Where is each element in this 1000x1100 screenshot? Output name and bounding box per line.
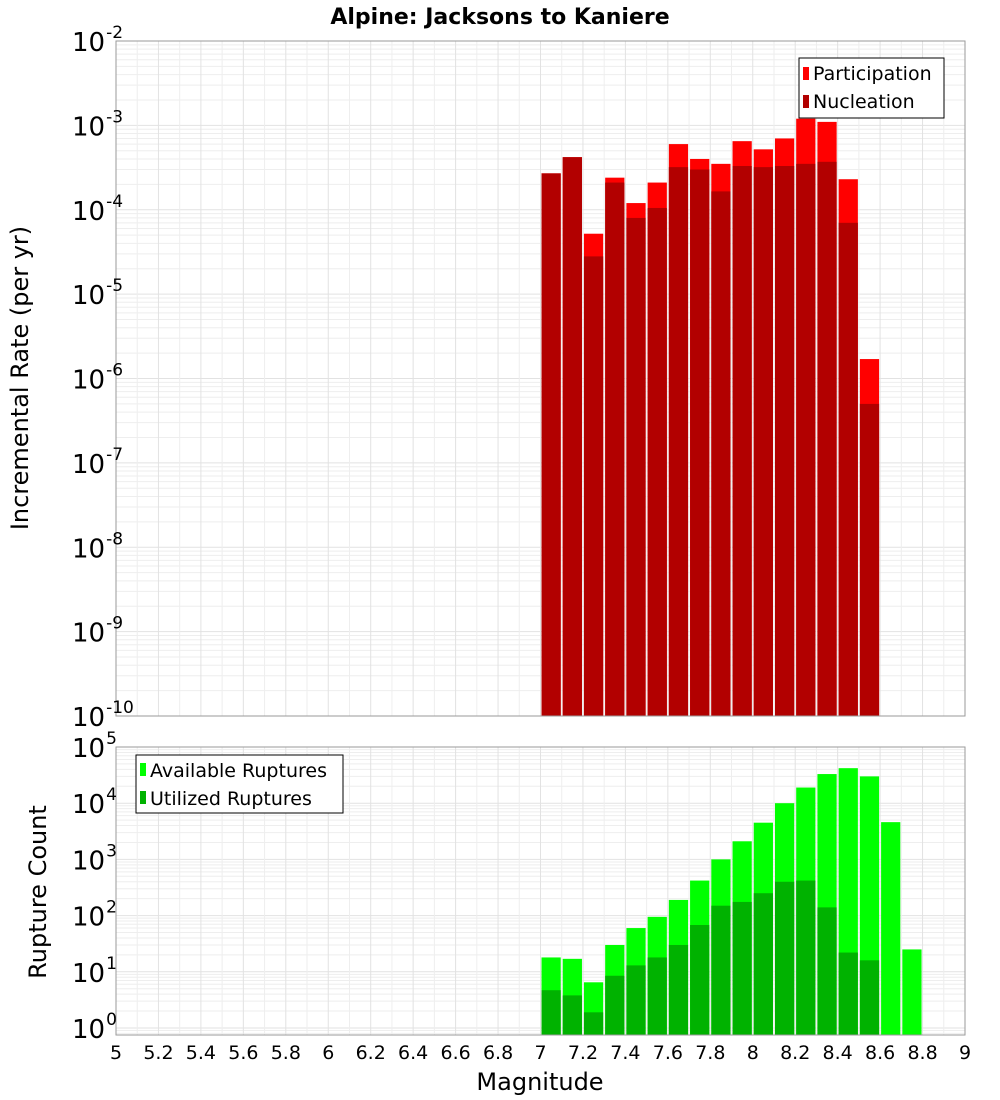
y-tick-label: 102	[72, 898, 117, 933]
utilized-ruptures-bar	[668, 944, 689, 1035]
utilized-ruptures-bar	[774, 881, 795, 1035]
utilized-ruptures-bar	[838, 952, 858, 1035]
utilized-ruptures-bar	[859, 960, 880, 1035]
magnitude-x-tick-labels: 5 5.2 5.4 5.6 5.8 6 6.2 6.4 6.6 6.8 7 7.2 7.4 7.6 7.8 8…	[110, 1042, 971, 1064]
y-tick-label: 103	[72, 841, 117, 876]
nucleation-bar	[562, 157, 582, 717]
nucleation-bar	[732, 166, 752, 717]
incremental-rate-y-tick-labels: 10-10 10-9 10-8 10-7 10-6 10-5 10-4 10-3 10-2	[72, 23, 134, 733]
incremental-rate-panel: 10-10 10-9 10-8 10-7 10-6 10-5 10-4 10-3 10-2 In…	[6, 23, 966, 733]
utilized-ruptures-bar	[647, 957, 667, 1035]
y-tick-label: 105	[72, 729, 117, 764]
nucleation-bar	[817, 161, 837, 716]
participation-legend-swatch	[803, 67, 809, 80]
nucleation-bar	[541, 173, 561, 716]
utilized-ruptures-bar	[796, 880, 816, 1035]
nucleation-legend-swatch	[803, 95, 809, 108]
x-tick-label: 6.6	[440, 1042, 470, 1064]
x-tick-label: 7	[534, 1042, 546, 1064]
rupture-count-legend-box	[135, 754, 344, 814]
x-tick-label: 6	[322, 1042, 334, 1064]
x-tick-label: 6.2	[356, 1042, 386, 1064]
x-tick-label: 5.4	[186, 1042, 216, 1064]
y-tick-label: 10-10	[72, 698, 134, 733]
x-tick-label: 5.2	[143, 1042, 173, 1064]
nucleation-bar	[583, 256, 604, 716]
incremental-rate-gridlines	[115, 40, 966, 717]
nucleation-bar	[668, 167, 689, 716]
y-tick-label: 10-2	[72, 23, 123, 58]
nucleation-bar	[690, 169, 710, 716]
nucleation-bar	[796, 163, 816, 717]
y-tick-label: 10-5	[72, 276, 123, 311]
utilized-ruptures-legend-label: Utilized Ruptures	[150, 788, 312, 810]
nucleation-bar	[753, 167, 773, 716]
participation-legend-label: Participation	[813, 63, 932, 85]
incremental-rate-legend-box	[798, 57, 945, 119]
y-tick-label: 104	[72, 785, 117, 820]
utilized-ruptures-bar	[732, 901, 752, 1035]
nucleation-bar	[647, 207, 667, 716]
nucleation-bar	[774, 166, 795, 717]
nucleation-bar	[859, 403, 880, 716]
x-tick-label: 5.8	[271, 1042, 301, 1064]
utilized-ruptures-bar	[711, 905, 731, 1035]
available-ruptures-legend-swatch	[140, 763, 146, 776]
nucleation-bar	[605, 182, 625, 716]
x-tick-label: 8.2	[780, 1042, 810, 1064]
utilized-ruptures-legend-swatch	[140, 791, 146, 804]
x-tick-label: 8.8	[907, 1042, 937, 1064]
nucleation-bar	[711, 191, 731, 717]
utilized-ruptures-bar	[817, 907, 837, 1035]
x-tick-label: 7.8	[695, 1042, 725, 1064]
x-tick-label: 7.2	[568, 1042, 598, 1064]
x-tick-label: 8.6	[865, 1042, 895, 1064]
rupture-count-panel: 100 101 102 103 104 105 5 5.2 5.4 5.6 5.8 6 6.2 6.4 6…	[24, 729, 971, 1096]
y-tick-label: 10-3	[72, 107, 123, 142]
y-tick-label: 10-7	[72, 445, 123, 480]
nucleation-bar	[838, 222, 858, 716]
nucleation-legend-label: Nucleation	[813, 91, 915, 113]
utilized-ruptures-bar	[605, 975, 625, 1035]
rupture-count-plot-frame	[115, 746, 966, 1036]
y-tick-label: 10-6	[72, 361, 123, 396]
rupture-count-legend: Available Ruptures Utilized Ruptures	[135, 754, 344, 814]
incremental-rate-y-axis-label: Incremental Rate (per yr)	[6, 226, 34, 530]
x-tick-label: 5.6	[228, 1042, 258, 1064]
incremental-rate-legend: Participation Nucleation	[798, 57, 945, 119]
x-tick-label: 9	[959, 1042, 971, 1064]
y-tick-label: 10-4	[72, 192, 123, 227]
x-tick-label: 6.8	[483, 1042, 513, 1064]
chart-title: Alpine: Jacksons to Kaniere	[330, 5, 669, 30]
y-tick-label: 10-9	[72, 614, 123, 649]
x-tick-label: 7.4	[610, 1042, 640, 1064]
nucleation-bars	[541, 157, 880, 717]
rupture-count-y-tick-labels: 100 101 102 103 104 105	[72, 729, 117, 1045]
magnitude-x-axis-label: Magnitude	[476, 1068, 603, 1096]
utilized-ruptures-bar	[541, 990, 561, 1035]
utilized-ruptures-bar	[583, 1012, 604, 1035]
y-tick-label: 10-8	[72, 529, 123, 564]
x-tick-label: 6.4	[398, 1042, 428, 1064]
utilized-ruptures-bar	[562, 995, 582, 1035]
rupture-count-y-axis-label: Rupture Count	[24, 805, 52, 979]
available-ruptures-bar	[902, 949, 922, 1035]
nucleation-bar	[626, 217, 646, 716]
x-tick-label: 8.4	[823, 1042, 853, 1064]
y-tick-label: 101	[72, 954, 117, 989]
available-ruptures-bar	[881, 822, 901, 1035]
x-tick-label: 7.6	[653, 1042, 683, 1064]
utilized-ruptures-bar	[626, 965, 646, 1035]
utilized-ruptures-bars	[541, 880, 880, 1035]
available-ruptures-legend-label: Available Ruptures	[150, 760, 327, 782]
utilized-ruptures-bar	[753, 893, 773, 1035]
x-tick-label: 8	[747, 1042, 759, 1064]
incremental-rate-plot-frame	[115, 40, 966, 717]
x-tick-label: 5	[110, 1042, 122, 1064]
y-tick-label: 100	[72, 1010, 117, 1045]
utilized-ruptures-bar	[690, 924, 710, 1035]
